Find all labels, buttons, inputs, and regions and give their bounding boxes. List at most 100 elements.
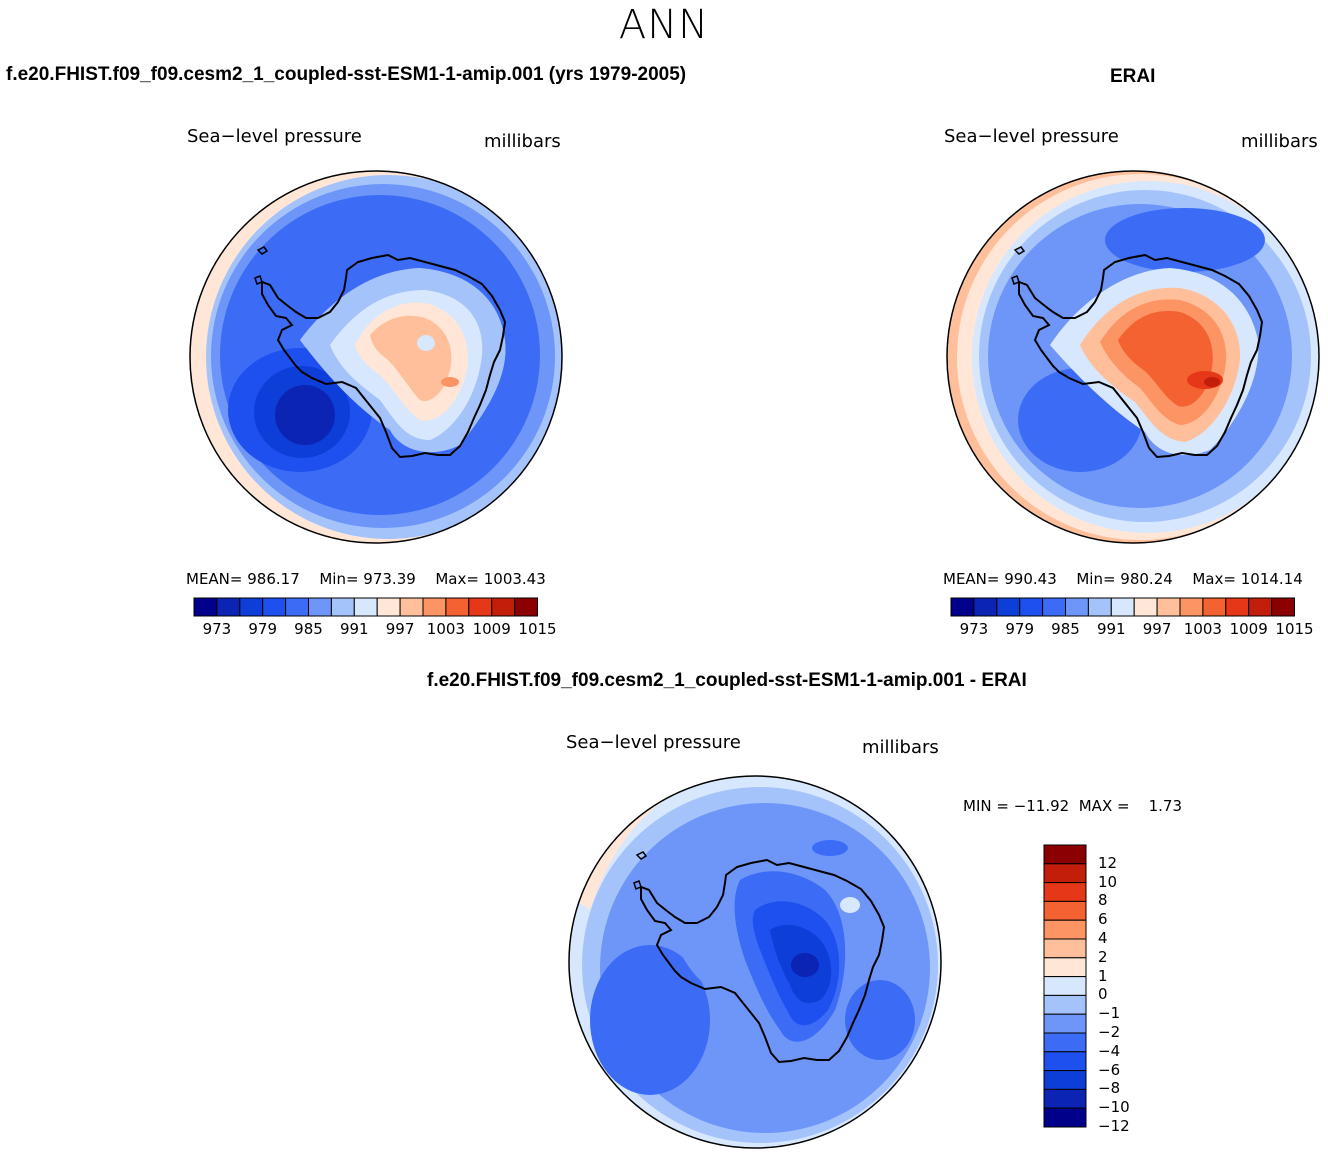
colorbar-swatch: [285, 597, 310, 617]
colorbar-tick-label: −12: [1098, 1117, 1130, 1135]
colorbar-swatch: [1043, 863, 1087, 884]
colorbar-swatch: [216, 597, 241, 617]
colorbar-swatch: [1225, 597, 1250, 617]
model-units-label: millibars: [484, 131, 561, 152]
model-mean-value: 986.17: [247, 570, 300, 588]
colorbar-swatch: [1043, 1070, 1087, 1090]
diff-minmax-label: MIN = −11.92 MAX = 1.73: [963, 797, 1183, 815]
colorbar-tick-label: −8: [1098, 1079, 1121, 1098]
colorbar-tick-label: −10: [1098, 1098, 1130, 1117]
colorbar-tick-label: 2: [1098, 947, 1108, 966]
colorbar-swatch: [1043, 994, 1087, 1015]
model-min-label: Min=: [319, 570, 359, 588]
colorbar-swatch: [1202, 597, 1227, 617]
obs-case-title: ERAI: [1110, 66, 1156, 87]
colorbar-tick-label: 8: [1098, 891, 1108, 910]
colorbar-swatch: [1110, 597, 1135, 617]
diff-variable-label: Sea−level pressure: [566, 732, 741, 753]
diff-colorbar: [1043, 844, 1087, 1128]
colorbar-swatch: [422, 597, 447, 617]
colorbar-tick-label: −4: [1098, 1041, 1121, 1060]
obs-units-label: millibars: [1241, 131, 1318, 152]
colorbar-swatch: [399, 597, 424, 617]
colorbar-tick-label: 12: [1098, 853, 1118, 872]
colorbar-swatch: [1043, 957, 1087, 978]
colorbar-swatch: [1179, 597, 1204, 617]
colorbar-tick-label: 10: [1098, 872, 1118, 891]
colorbar-swatch: [1043, 844, 1087, 865]
colorbar-swatch: [1043, 1032, 1087, 1053]
colorbar-swatch: [1156, 597, 1181, 617]
colorbar-swatch: [1043, 1107, 1087, 1128]
model-case-title: f.e20.FHIST.f09_f09.cesm2_1_coupled-sst-…: [6, 64, 687, 85]
colorbar-tick-label: −1: [1098, 1004, 1121, 1023]
obs-min-label: Min=: [1076, 570, 1116, 588]
diff-antarctica-coastline: [640, 858, 886, 1064]
colorbar-swatch: [1043, 1013, 1087, 1034]
colorbar-tick-label: 973: [202, 620, 232, 638]
colorbar-swatch: [1043, 900, 1087, 921]
colorbar-swatch: [1043, 1051, 1087, 1072]
colorbar-swatch: [445, 597, 470, 617]
colorbar-tick-label: 997: [1142, 620, 1172, 638]
model-polar-map: [190, 171, 562, 543]
colorbar-swatch: [330, 597, 355, 617]
colorbar-swatch: [353, 597, 378, 617]
colorbar-swatch: [1248, 597, 1273, 617]
colorbar-tick-label: 6: [1098, 910, 1108, 929]
diff-polar-map: [569, 776, 941, 1148]
colorbar-swatch: [514, 597, 538, 617]
obs-max-value: 1014.14: [1240, 570, 1303, 588]
colorbar-swatch: [376, 597, 401, 617]
model-mean-label: MEAN=: [186, 570, 243, 588]
model-variable-label: Sea−level pressure: [187, 126, 362, 147]
colorbar-swatch: [1087, 597, 1112, 617]
colorbar-swatch: [193, 597, 218, 617]
diff-case-title: f.e20.FHIST.f09_f09.cesm2_1_coupled-sst-…: [427, 670, 1027, 691]
colorbar-tick-label: 1003: [426, 620, 465, 638]
colorbar-swatch: [996, 597, 1021, 617]
colorbar-tick-label: 4: [1098, 929, 1108, 947]
obs-antarctica-coastline: [1018, 253, 1264, 459]
colorbar-swatch: [950, 597, 975, 617]
model-antarctica-coastline: [261, 253, 507, 459]
colorbar-swatch: [1043, 976, 1087, 996]
colorbar-tick-label: 991: [339, 620, 369, 638]
colorbar-swatch: [1271, 597, 1295, 617]
colorbar-tick-label: 1009: [1229, 620, 1268, 638]
colorbar-swatch: [262, 597, 287, 617]
obs-polar-map: [947, 171, 1319, 543]
colorbar-swatch: [308, 597, 332, 617]
colorbar-tick-label: 985: [294, 620, 323, 638]
colorbar-tick-label: 979: [248, 620, 277, 638]
colorbar-swatch: [468, 597, 493, 617]
model-max-value: 1003.43: [483, 570, 546, 588]
obs-mean-label: MEAN=: [943, 570, 1000, 588]
colorbar-swatch: [491, 597, 516, 617]
diff-units-label: millibars: [862, 737, 939, 758]
colorbar-swatch: [1065, 597, 1089, 617]
colorbar-swatch: [973, 597, 998, 617]
obs-min-value: 980.24: [1120, 570, 1173, 588]
colorbar-tick-label: −2: [1098, 1023, 1121, 1041]
colorbar-tick-label: 1: [1098, 966, 1108, 985]
colorbar-swatch: [1019, 597, 1044, 617]
model-min-value: 973.39: [363, 570, 416, 588]
colorbar-tick-label: 997: [385, 620, 415, 638]
colorbar-swatch: [1133, 597, 1158, 617]
colorbar-swatch: [1043, 882, 1087, 902]
colorbar-tick-label: −6: [1098, 1060, 1121, 1079]
colorbar-swatch: [1043, 919, 1087, 940]
colorbar-tick-label: 1015: [518, 620, 557, 638]
obs-variable-label: Sea−level pressure: [944, 126, 1119, 147]
model-max-label: Max=: [435, 570, 479, 588]
colorbar-tick-label: 973: [959, 620, 989, 638]
colorbar-tick-label: 1003: [1183, 620, 1222, 638]
figure-title: ANN: [618, 2, 710, 48]
colorbar-tick-label: 1009: [472, 620, 511, 638]
colorbar-swatch: [1042, 597, 1066, 617]
obs-mean-value: 990.43: [1004, 570, 1057, 588]
colorbar-swatch: [1043, 1088, 1087, 1109]
obs-colorbar: [950, 597, 1295, 617]
